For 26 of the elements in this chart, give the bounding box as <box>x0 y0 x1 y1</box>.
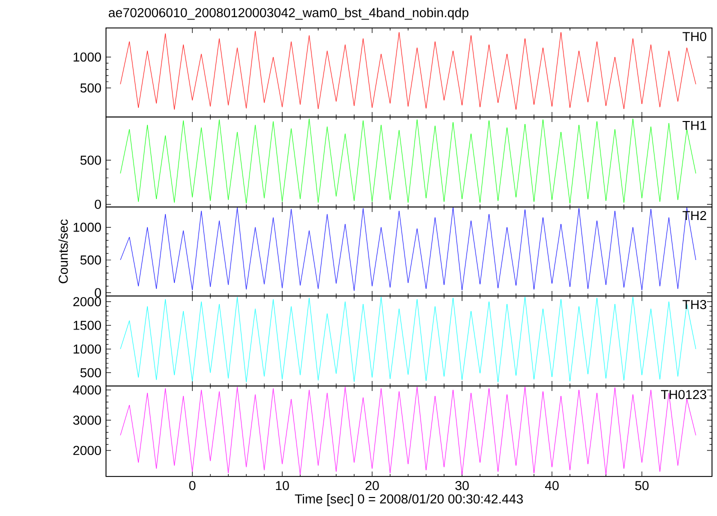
y-tick-label: 1000 <box>74 344 101 354</box>
x-tick-label: 30 <box>455 480 469 490</box>
y-tick-label: 0 <box>94 288 101 298</box>
y-tick-label: 500 <box>80 156 101 165</box>
y-tick-label: 0 <box>94 200 101 209</box>
y-tick-label: 1000 <box>74 52 101 62</box>
y-axis-title: Counts/sec <box>58 219 68 284</box>
x-tick-label: 0 <box>189 480 196 490</box>
series-label: TH3 <box>682 300 706 310</box>
chart-title: ae702006010_20080120003042_wam0_bst_4band_nobin.qdp <box>108 8 468 20</box>
x-tick-label: 20 <box>366 480 379 490</box>
y-tick-label: 4000 <box>72 385 101 395</box>
x-tick-label: 10 <box>276 480 289 490</box>
x-axis-title: Time [sec] 0 = 2008/01/20 00:30:42.443 <box>294 494 523 506</box>
y-tick-label: 2000 <box>73 297 101 306</box>
y-tick-label: 2000 <box>73 446 101 456</box>
y-tick-label: 500 <box>80 83 101 93</box>
series-label: TH0 <box>682 32 706 42</box>
series-label: TH1 <box>682 120 706 130</box>
y-tick-label: 500 <box>80 368 101 378</box>
y-tick-label: 3000 <box>73 416 101 425</box>
y-tick-label: 1000 <box>74 222 101 232</box>
x-tick-label: 40 <box>545 480 559 490</box>
y-tick-label: 1500 <box>74 320 101 330</box>
x-tick-label: 50 <box>635 480 649 490</box>
y-tick-label: 500 <box>80 255 101 265</box>
